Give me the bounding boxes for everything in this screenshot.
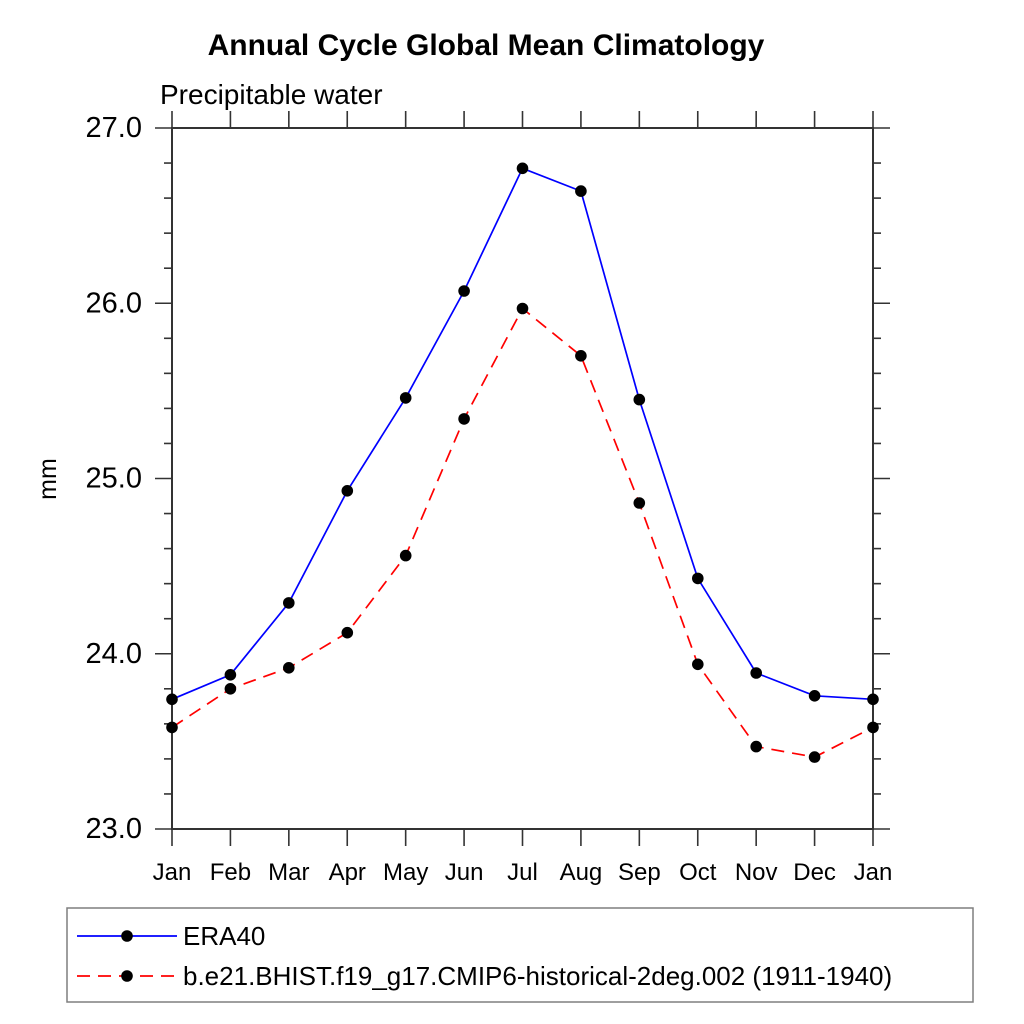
legend-item: b.e21.BHIST.f19_g17.CMIP6-historical-2de… (77, 961, 892, 991)
x-tick-label: Jul (507, 859, 538, 886)
x-tick-label: Jun (445, 859, 484, 886)
series-0 (166, 162, 879, 706)
x-tick-label: Jan (854, 859, 893, 886)
legend-label: b.e21.BHIST.f19_g17.CMIP6-historical-2de… (183, 961, 892, 991)
x-tick-label: Aug (560, 859, 603, 886)
data-point-marker (458, 285, 470, 297)
data-point-marker (283, 597, 295, 609)
series-path (171, 307, 874, 758)
x-tick-label: Dec (793, 859, 836, 886)
series-1 (166, 302, 879, 763)
legend-item: ERA40 (77, 921, 265, 951)
y-axis-major-ticks (155, 127, 890, 830)
data-point-marker (166, 721, 178, 734)
y-axis-minor-ticks (164, 162, 881, 795)
plot-axes: 23.0 24.0 25.0 26.0 27.0 Jan Feb Mar Apr May Jun Ju… (86, 111, 893, 886)
y-tick-label: 27.0 (86, 112, 142, 144)
data-point-marker (283, 662, 295, 674)
y-tick-label: 26.0 (86, 287, 142, 319)
x-tick-label: Sep (618, 859, 661, 886)
data-point-marker (399, 392, 412, 404)
x-tick-label: Feb (210, 859, 251, 886)
x-axis-ticks (171, 111, 874, 846)
data-point-marker (750, 667, 762, 679)
data-point-marker (633, 497, 646, 509)
data-point-marker (692, 572, 704, 585)
x-tick-label: Oct (679, 859, 717, 886)
data-point-marker (808, 751, 821, 763)
x-tick-label: Mar (268, 859, 309, 886)
y-axis-title: mm (34, 458, 62, 500)
data-point-marker (399, 549, 412, 562)
legend-marker (121, 970, 133, 982)
data-point-marker (575, 185, 587, 197)
x-tick-label: Jan (153, 859, 192, 886)
legend-label: ERA40 (183, 921, 265, 951)
x-axis-tick-labels: Jan Feb Mar Apr May Jun Jul Aug Sep Oct Nov Dec Jan (153, 859, 893, 886)
data-point-marker (224, 669, 237, 681)
data-point-marker (516, 302, 529, 315)
chart-title: Annual Cycle Global Mean Climatology (208, 29, 765, 62)
data-point-marker (750, 740, 762, 753)
x-tick-label: Apr (329, 859, 366, 886)
x-tick-label: May (383, 859, 428, 886)
data-point-marker (575, 350, 587, 362)
data-point-marker (692, 658, 704, 671)
x-tick-label: Nov (735, 859, 778, 886)
series-path (171, 167, 874, 701)
y-tick-label: 23.0 (86, 813, 142, 845)
plot-series (166, 162, 879, 763)
data-point-marker (867, 721, 879, 734)
data-point-marker (224, 683, 237, 695)
chart-legend: ERA40 b.e21.BHIST.f19_g17.CMIP6-historica… (66, 907, 974, 1003)
data-point-marker (516, 162, 529, 175)
y-tick-label: 24.0 (86, 638, 142, 670)
data-point-marker (633, 393, 646, 406)
legend-box (66, 907, 974, 1003)
data-point-marker (808, 690, 821, 702)
y-axis-tick-labels: 23.0 24.0 25.0 26.0 27.0 (86, 112, 142, 845)
data-point-marker (458, 413, 470, 425)
y-tick-label: 25.0 (86, 463, 142, 495)
data-point-marker (341, 626, 354, 639)
data-point-marker (867, 693, 879, 706)
plot-frame (171, 127, 874, 830)
chart-subtitle: Precipitable water (160, 79, 383, 110)
data-point-marker (166, 693, 178, 706)
data-point-marker (341, 485, 354, 497)
legend-marker (121, 930, 133, 942)
